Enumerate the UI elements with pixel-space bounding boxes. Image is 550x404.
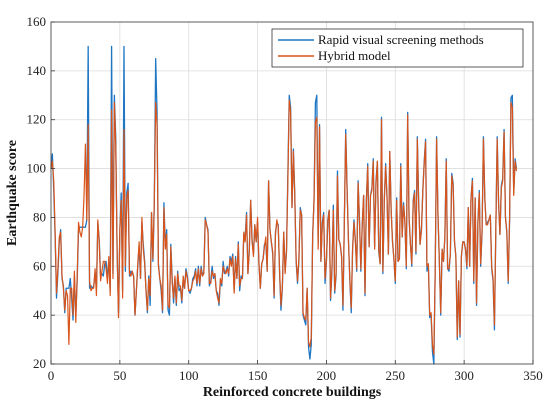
series-line-1 xyxy=(50,99,518,355)
y-tick-label: 40 xyxy=(33,307,46,322)
series-layer xyxy=(50,45,518,365)
x-tick-label: 100 xyxy=(179,368,199,383)
legend-box xyxy=(271,28,524,68)
y-axis-ticks: 20 40 60 80 100 120 140 160 xyxy=(27,14,55,371)
x-tick-label: 0 xyxy=(48,368,55,383)
y-tick-label: 100 xyxy=(27,161,47,176)
legend: Rapid visual screening methods Hybrid mo… xyxy=(271,28,524,68)
y-tick-label: 160 xyxy=(27,14,47,29)
legend-label-series1: Hybrid model xyxy=(318,48,391,63)
y-axis-title: Earthquake score xyxy=(5,140,20,246)
x-tick-label: 350 xyxy=(523,368,543,383)
x-tick-label: 50 xyxy=(113,368,126,383)
x-tick-label: 150 xyxy=(248,368,268,383)
plot-frame xyxy=(50,21,534,365)
y-tick-label: 80 xyxy=(33,209,46,224)
x-tick-label: 200 xyxy=(317,368,337,383)
x-axis-title: Reinforced concrete buildings xyxy=(203,385,382,400)
x-tick-label: 250 xyxy=(386,368,406,383)
x-tick-label: 300 xyxy=(454,368,474,383)
y-tick-label: 60 xyxy=(33,258,46,273)
y-tick-label: 140 xyxy=(27,63,47,78)
legend-label-series0: Rapid visual screening methods xyxy=(318,32,484,47)
x-axis-ticks: 0 50 100 150 200 250 300 350 xyxy=(48,360,543,383)
y-tick-label: 20 xyxy=(33,356,46,371)
y-tick-label: 120 xyxy=(27,112,47,127)
